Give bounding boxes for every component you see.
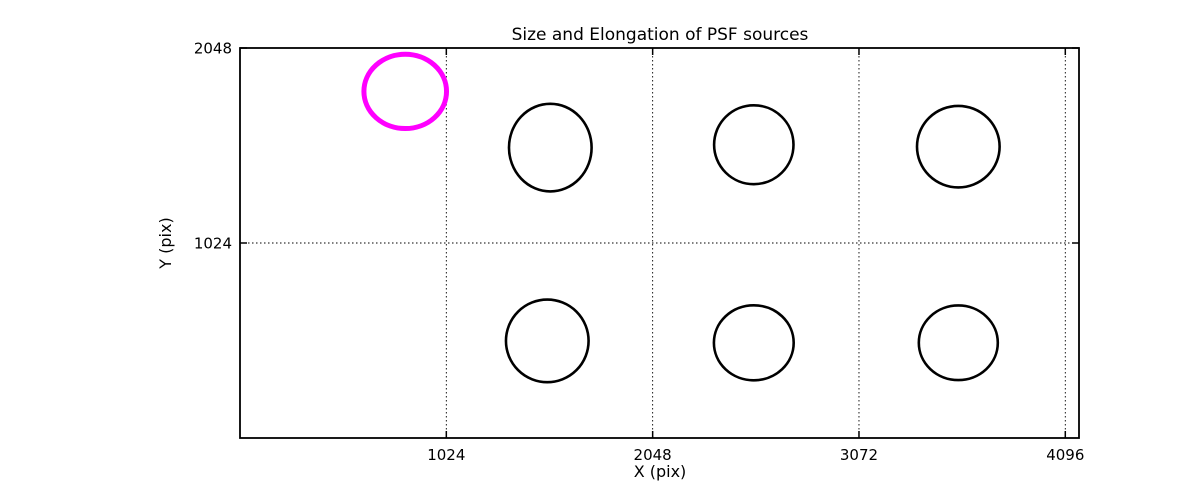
x-axis-label: X (pix) [634,462,687,481]
x-tick-label-2048: 2048 [634,446,672,464]
x-tick-label-4096: 4096 [1046,446,1084,464]
gridlines [240,48,1079,438]
psf-ellipse [915,104,1001,189]
x-tick-label-3072: 3072 [840,446,878,464]
chart-title: Size and Elongation of PSF sources [512,25,809,45]
psf-ellipse [504,298,590,384]
psf-ellipse [712,303,795,382]
axis-ticks [240,47,1079,438]
psf-ellipse [917,304,1000,382]
y-tick-label-1024: 1024 [194,235,232,253]
y-axis-label: Y (pix) [156,217,175,269]
psf-ellipses [361,51,1001,384]
psf-ellipse-highlighted [361,51,450,132]
psf-ellipse [712,104,795,186]
psf-ellipse [507,102,593,193]
tick-labels: 1024 2048 3072 4096 1024 2048 [194,40,1085,465]
y-tick-label-2048: 2048 [194,40,232,58]
x-tick-label-1024: 1024 [427,446,465,464]
